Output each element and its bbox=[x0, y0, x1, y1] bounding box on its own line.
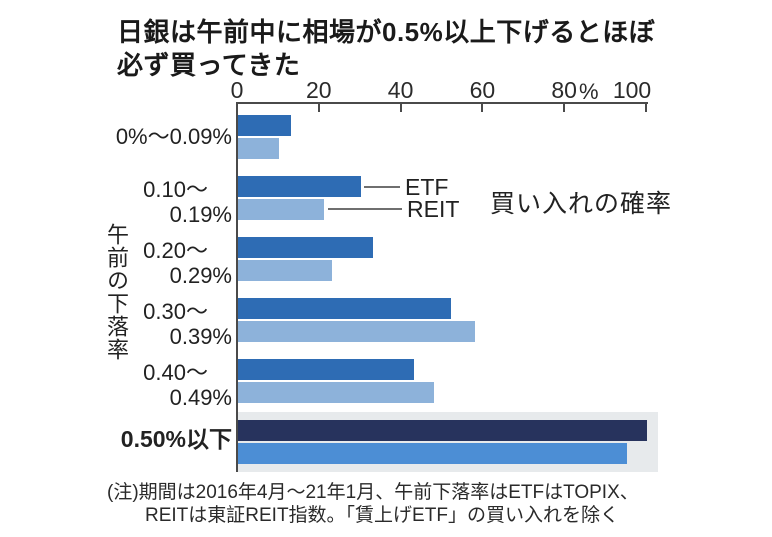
etf-bar bbox=[238, 176, 361, 197]
category-label: 0.20〜 0.29% bbox=[82, 238, 232, 288]
x-axis-line bbox=[237, 102, 648, 104]
footnote: (注)期間は2016年4月〜21年1月、午前下落率はETFはTOPIX、 REI… bbox=[107, 481, 639, 527]
category-label-line: 0.30〜 bbox=[143, 299, 208, 324]
category-label: 0.10〜 0.19% bbox=[82, 177, 232, 227]
x-tick-mark bbox=[563, 104, 566, 112]
reit-callout-line bbox=[328, 208, 402, 210]
etf-bar bbox=[238, 237, 373, 258]
reit-bar bbox=[238, 442, 627, 464]
etf-legend-label: ETF bbox=[405, 174, 449, 200]
category-label-line: 0.29% bbox=[169, 263, 232, 288]
x-tick-label: 0 bbox=[230, 77, 244, 103]
etf-bar bbox=[238, 359, 414, 380]
category-label-line: 0.19% bbox=[169, 202, 232, 227]
category-label: 0.40〜 0.49% bbox=[82, 360, 232, 410]
chart-title-line2: 必ず買ってきた bbox=[117, 50, 301, 80]
reit-legend-label: REIT bbox=[407, 196, 460, 222]
category-label-line: 0.40〜 bbox=[143, 360, 208, 385]
etf-callout-line bbox=[364, 186, 400, 188]
category-label: 0.50%以下 bbox=[82, 427, 232, 452]
chart-title: 日銀は午前中に相場が0.5%以上下げるとほぼ 必ず買ってきた bbox=[117, 16, 655, 82]
footnote-line2: REITは東証REIT指数。「賃上げETF」の買い入れを除く bbox=[145, 505, 619, 526]
x-tick-mark bbox=[481, 104, 484, 112]
y-axis-label: 午前の下落率 bbox=[104, 223, 129, 361]
reit-bar bbox=[238, 320, 476, 342]
category-label-line: 0.39% bbox=[169, 324, 232, 349]
category-label: 0%〜0.09% bbox=[82, 124, 232, 149]
x-tick-mark bbox=[399, 104, 402, 112]
category-label-line: 0%〜0.09% bbox=[115, 124, 232, 149]
etf-bar bbox=[238, 115, 292, 136]
x-tick-label: 40 bbox=[387, 77, 414, 103]
category-label-line: 0.49% bbox=[169, 385, 232, 410]
category-label-line: 0.20〜 bbox=[143, 238, 208, 263]
x-tick-label: 100 bbox=[612, 77, 652, 103]
reit-bar bbox=[238, 198, 324, 220]
x-axis-unit: % bbox=[579, 79, 599, 104]
category-label-line: 0.10〜 bbox=[143, 177, 208, 202]
y-axis-line bbox=[236, 102, 238, 472]
reit-bar bbox=[238, 381, 435, 403]
etf-bar bbox=[238, 298, 451, 319]
category-label: 0.30〜 0.39% bbox=[82, 299, 232, 349]
x-tick-label: 60 bbox=[469, 77, 496, 103]
x-tick-mark bbox=[317, 104, 320, 112]
x-tick-label: 20 bbox=[306, 77, 332, 103]
footnote-line1: (注)期間は2016年4月〜21年1月、午前下落率はETFはTOPIX、 bbox=[107, 482, 639, 503]
chart-annotation: 買い入れの確率 bbox=[490, 190, 673, 218]
etf-bar bbox=[238, 420, 647, 441]
x-tick-label: 80 bbox=[551, 77, 577, 103]
reit-bar bbox=[238, 259, 333, 281]
category-label-line: 0.50%以下 bbox=[120, 426, 232, 452]
reit-bar bbox=[238, 137, 279, 159]
chart-title-line1: 日銀は午前中に相場が0.5%以上下げるとほぼ bbox=[117, 17, 656, 47]
x-tick-mark bbox=[645, 104, 647, 112]
